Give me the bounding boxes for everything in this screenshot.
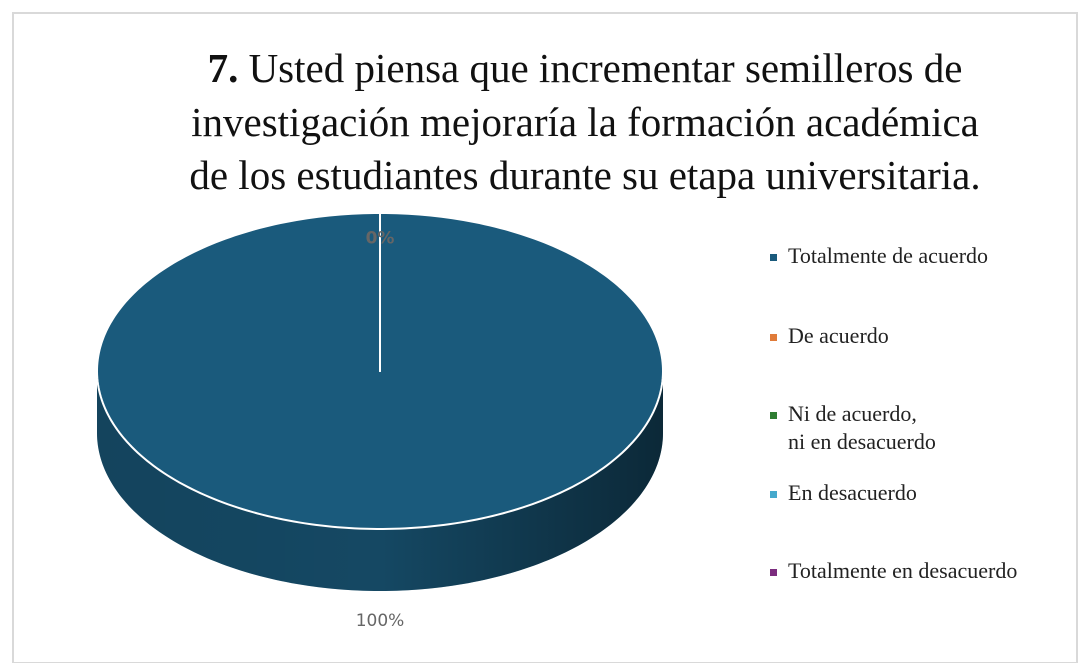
legend-item: En desacuerdo [770,479,1070,507]
legend-swatch [770,569,777,576]
legend-label: Ni de acuerdo, ni en desacuerdo [788,401,936,454]
title-line: investigación mejoraría la formación aca… [191,99,979,145]
chart-title: 7. Usted piensa que incrementar semiller… [208,45,963,91]
legend-item: Ni de acuerdo, ni en desacuerdo [770,400,938,456]
legend-swatch [770,412,777,419]
title-line: Usted piensa que incrementar semilleros … [249,45,963,91]
legend-swatch [770,491,777,498]
data-label: 0% [366,228,395,248]
title-line: de los estudiantes durante su etapa univ… [189,152,980,198]
legend-label: En desacuerdo [788,480,917,505]
data-label: 100% [356,611,405,631]
side-shade [97,371,663,591]
legend-item: De acuerdo [770,322,1070,350]
legend-label: Totalmente de acuerdo [788,243,989,268]
chart-title: investigación mejoraría la formación aca… [191,99,979,145]
legend-label: Totalmente en desacuerdo [788,558,1018,583]
chart-title: de los estudiantes durante su etapa univ… [189,152,980,198]
legend-swatch [770,254,777,261]
legend-swatch [770,334,777,341]
legend-label: De acuerdo [788,323,889,348]
pie [96,212,664,591]
legend-item: Totalmente de acuerdo [770,242,1070,270]
title-number: 7. [208,45,249,91]
legend-item: Totalmente en desacuerdo [770,557,1070,585]
